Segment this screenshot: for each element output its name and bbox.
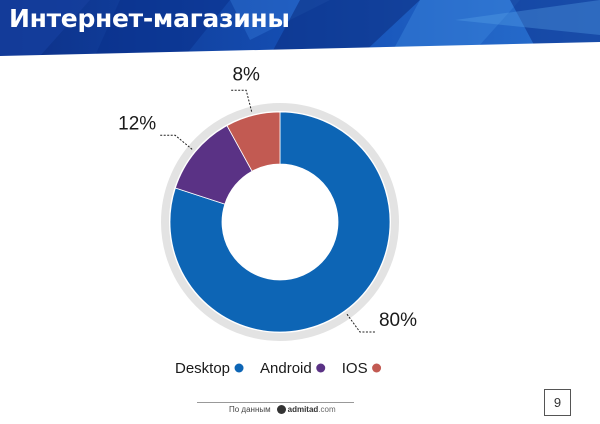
page-number: 9 <box>544 389 571 416</box>
legend-swatch-ios <box>372 363 382 373</box>
admitad-logo-icon <box>276 405 286 414</box>
footer-divider <box>197 402 354 403</box>
chart-outer-ring <box>161 103 399 341</box>
footer-brand-name: admitad <box>287 405 319 414</box>
footer-source: По данным admitad .com <box>229 405 336 414</box>
footer-source-prefix: По данным <box>229 405 271 414</box>
legend-swatch-desktop <box>234 363 244 373</box>
donut-slices <box>169 111 391 333</box>
slide-title: Интернет-магазины <box>9 4 290 33</box>
legend-label-ios: IOS <box>342 360 368 377</box>
leader-lines <box>159 89 376 333</box>
legend-swatch-android <box>316 363 326 373</box>
leader-line-desktop <box>346 313 376 333</box>
legend-item-desktop: Desktop <box>175 360 244 377</box>
leader-line-ios <box>230 89 253 112</box>
data-label-android: 12% <box>118 113 156 134</box>
legend-item-android: Android <box>260 360 326 377</box>
slice-ios <box>226 111 281 172</box>
footer-brand-domain: .com <box>318 405 336 414</box>
data-labels: 80% 12% 8% <box>118 64 417 331</box>
data-label-ios: 8% <box>232 64 260 85</box>
data-label-desktop: 80% <box>379 310 417 331</box>
slice-desktop <box>169 111 391 333</box>
chart-legend: Desktop Android IOS <box>175 360 382 377</box>
leader-line-android <box>159 134 193 150</box>
title-banner: Интернет-магазины <box>0 0 600 56</box>
legend-item-ios: IOS <box>342 360 382 377</box>
legend-label-desktop: Desktop <box>175 360 230 377</box>
banner-background <box>0 0 600 56</box>
legend-label-android: Android <box>260 360 312 377</box>
